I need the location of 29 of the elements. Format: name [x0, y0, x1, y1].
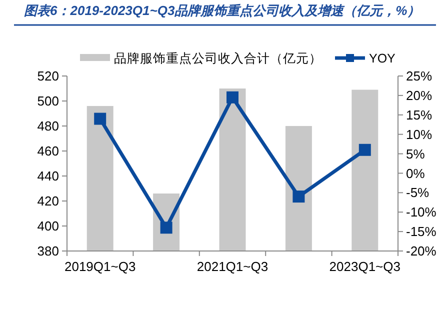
point — [160, 222, 172, 234]
point — [358, 144, 371, 156]
x-tick-label: 2021Q1~Q3 — [196, 259, 268, 274]
y2-tick-label: 5% — [406, 146, 426, 162]
y2-tick-label: -10% — [406, 204, 437, 220]
chart-title: 图表6：2019-2023Q1~Q3品牌服饰重点公司收入及增速（亿元，%） — [24, 3, 420, 18]
y-tick-label: 440 — [37, 168, 59, 184]
x-tick-label: 2023Q1~Q3 — [329, 259, 400, 274]
y-tick-label: 520 — [37, 68, 59, 84]
y2-tick-label: 15% — [406, 107, 432, 122]
y-tick-label: 480 — [37, 118, 59, 134]
legend-label: YOY — [369, 51, 396, 66]
y2-tick-label: 0% — [406, 166, 426, 181]
y-tick-label: 500 — [37, 94, 59, 109]
point — [94, 112, 106, 125]
legend-label: 品牌服饰重点公司收入合计（亿元） — [114, 51, 322, 66]
x-tick-label: 2019Q1~Q3 — [64, 259, 136, 274]
y2-tick-label: 10% — [406, 126, 432, 142]
y2-tick-label: 20% — [406, 88, 432, 103]
point — [226, 91, 238, 104]
point — [292, 190, 305, 203]
y-tick-label: 400 — [37, 218, 59, 234]
y2-tick-label: -15% — [406, 224, 437, 240]
y-tick-label: 460 — [37, 144, 59, 159]
y-tick-label: 420 — [37, 194, 59, 209]
y2-tick-label: -5% — [406, 185, 430, 200]
y2-tick-label: 25% — [406, 68, 432, 84]
y2-tick-label: -20% — [406, 244, 437, 259]
y-tick-label: 380 — [37, 244, 59, 259]
